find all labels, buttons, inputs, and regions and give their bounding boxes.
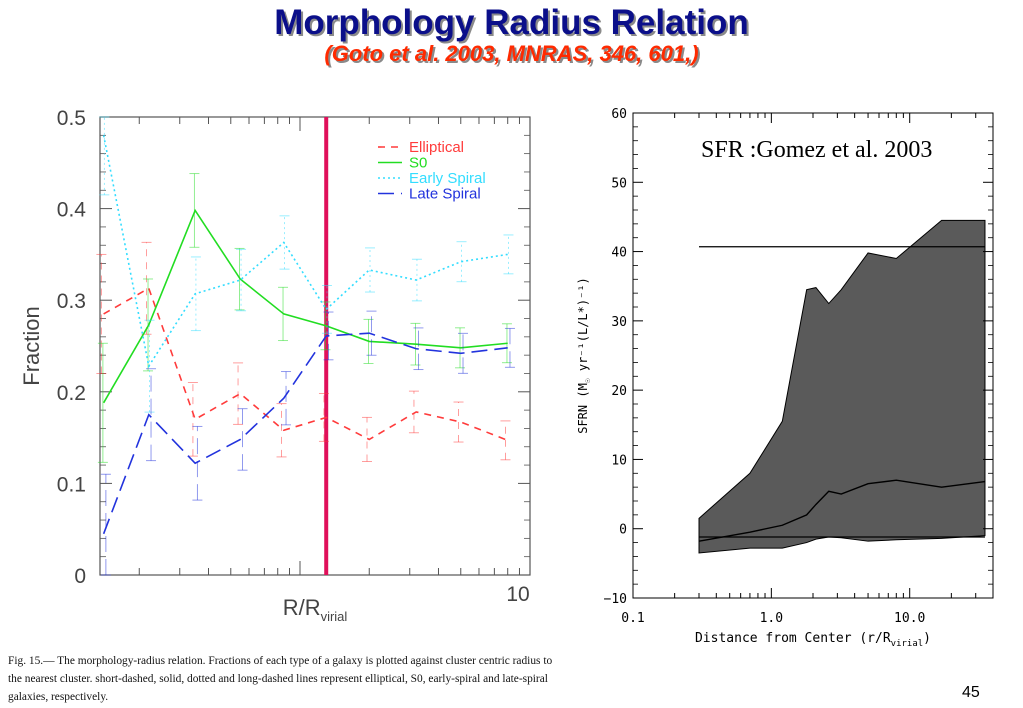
y-axis-label-end: yr⁻¹(L/L*)⁻¹) xyxy=(576,277,590,378)
figure-caption: Fig. 15.— The morphology-radius relation… xyxy=(8,655,553,703)
series-line xyxy=(102,135,508,369)
series-early-spiral xyxy=(99,116,514,413)
sfr-source-annotation: SFR :Gomez et al. 2003 xyxy=(701,137,933,163)
x-tick-label: 10 xyxy=(506,583,529,606)
y-tick-label: 0.1 xyxy=(57,473,86,496)
y-axis-label: Fraction xyxy=(19,306,44,385)
series-s0 xyxy=(97,173,512,463)
y-tick-label: 20 xyxy=(611,384,627,399)
x-tick-label: 0.1 xyxy=(621,611,644,626)
y-tick-label: 0.3 xyxy=(57,290,86,313)
x-axis-label-subscript: virial xyxy=(891,639,924,649)
page-number: 45 xyxy=(962,684,980,701)
slide-title: Morphology Radius Relation xyxy=(274,3,749,42)
sfr-range-band xyxy=(698,219,986,554)
series-elliptical xyxy=(96,241,511,462)
y-tick-label: 0.4 xyxy=(57,199,87,222)
x-tick-label: 1.0 xyxy=(760,611,783,626)
x-axis-label-subscript: virial xyxy=(321,609,348,624)
y-tick-label: 0 xyxy=(619,523,627,538)
legend-label: Elliptical xyxy=(409,139,464,156)
y-tick-label: 50 xyxy=(611,176,627,191)
series-line xyxy=(102,332,508,535)
y-tick-label: −10 xyxy=(604,592,627,607)
legend-label: Early Spiral xyxy=(409,170,486,187)
plot-frame xyxy=(99,116,531,576)
y-tick-label: 10 xyxy=(611,453,627,468)
y-axis-label: SFRN (M☉ yr⁻¹(L/L*)⁻¹) xyxy=(576,277,592,434)
x-tick-label: 10.0 xyxy=(894,611,925,626)
x-axis-label: R/Rvirial xyxy=(283,595,348,624)
y-tick-label: 0.5 xyxy=(57,107,86,130)
series-line xyxy=(102,208,508,404)
legend-label: S0 xyxy=(409,155,427,172)
y-tick-label: 0 xyxy=(74,565,86,588)
y-tick-label: 60 xyxy=(611,107,627,122)
y-axis-label-subscript: ☉ xyxy=(583,378,592,383)
x-axis-label-end: ) xyxy=(923,631,931,646)
x-axis-label: Distance from Center (r/Rvirial) xyxy=(695,631,931,649)
y-tick-label: 30 xyxy=(611,315,627,330)
series-late-spiral xyxy=(100,310,515,576)
y-tick-label: 40 xyxy=(611,246,627,261)
y-tick-label: 0.2 xyxy=(57,382,86,405)
sfr-median-line xyxy=(698,479,986,542)
legend-label: Late Spiral xyxy=(409,186,481,203)
slide-subtitle: (Goto et al. 2003, MNRAS, 346, 601,) xyxy=(324,41,699,66)
sfr-radius-chart: −10 0 10 20 30 40 50 60 0.1 1.0 10.0 Distance from … xyxy=(576,107,994,649)
series-line xyxy=(103,287,509,442)
